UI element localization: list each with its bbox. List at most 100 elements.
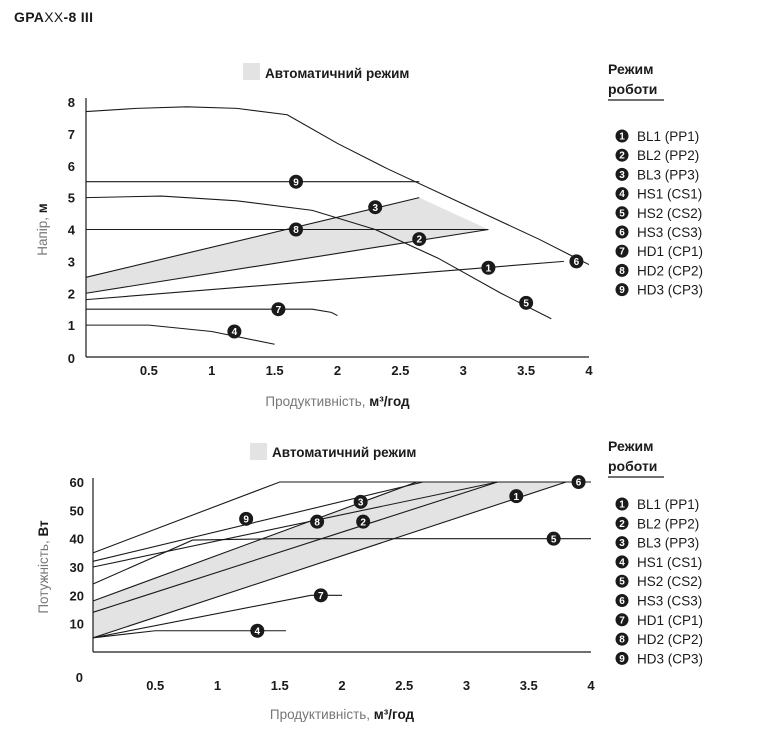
power-legend-label: HD2 (CP2) <box>637 632 703 647</box>
power-marker-circle <box>313 588 328 603</box>
head-auto-swatch <box>243 63 260 80</box>
power-legend-item-8: 8 HD2 (CP2) <box>615 632 703 647</box>
head-series-line-5 <box>85 195 552 320</box>
page-title: GPAXX-8 III <box>14 9 93 25</box>
power-auto-label: Автоматичний режим <box>272 445 416 460</box>
head-legend-marker-number: 1 <box>619 132 625 143</box>
head-series-marker-1: 1 <box>481 260 496 275</box>
power-series-marker-9: 9 <box>239 511 254 526</box>
power-y-axis-unit: Вт <box>36 520 51 537</box>
title-bold: GPA <box>14 9 45 25</box>
power-xtick-label: 2 <box>338 678 345 693</box>
power-marker-circle <box>356 514 371 529</box>
head-legend-label: HS2 (CS2) <box>637 206 702 221</box>
head-legend-marker <box>615 263 629 277</box>
head-y-axis-title-text: Напір, <box>35 213 50 256</box>
head-legend-marker-number: 7 <box>619 247 625 258</box>
power-marker-number: 4 <box>255 626 261 637</box>
power-legend-label: BL3 (PP3) <box>637 536 699 551</box>
head-legend-marker-number: 9 <box>619 285 625 296</box>
head-legend-marker-number: 2 <box>619 151 625 162</box>
power-series-line-8 <box>92 481 498 568</box>
head-marker-circle <box>569 254 584 269</box>
head-legend-label: HD3 (CP3) <box>637 283 703 298</box>
power-marker-number: 7 <box>318 591 324 602</box>
power-xtick-label: 3.5 <box>520 678 538 693</box>
head-series-marker-5: 5 <box>519 295 534 310</box>
head-series-line-4 <box>86 324 275 345</box>
power-marker-circle <box>310 514 325 529</box>
head-auto-label: Автоматичний режим <box>265 66 409 81</box>
power-series-line-6 <box>92 481 591 554</box>
head-x-axis-title: Продуктивність, м³/год <box>265 394 410 409</box>
head-marker-circle <box>271 302 286 317</box>
head-marker-number: 6 <box>574 257 580 268</box>
power-legend-marker-number: 2 <box>619 519 625 530</box>
head-marker-number: 9 <box>293 177 299 188</box>
head-legend-marker <box>615 225 629 239</box>
power-series-marker-3: 3 <box>353 494 368 509</box>
head-ytick-label: 5 <box>68 191 75 206</box>
head-xtick-label: 1 <box>208 363 215 378</box>
head-legend-marker-number: 4 <box>619 189 625 200</box>
power-marker-number: 8 <box>314 517 320 528</box>
power-xtick-label: 1.5 <box>271 678 289 693</box>
power-xtick-label: 4 <box>587 678 595 693</box>
head-series-marker-7: 7 <box>271 302 286 317</box>
power-series-marker-7: 7 <box>313 588 328 603</box>
head-ytick-label: 0 <box>68 351 75 366</box>
power-chart: 0.5 1 1.5 2 2.5 3 3.5 40102030405060123456789Ав… <box>36 438 703 722</box>
head-marker-number: 8 <box>293 225 299 236</box>
head-series-marker-8: 8 <box>289 222 304 237</box>
head-xtick-label: 3 <box>460 363 467 378</box>
head-ytick-label: 7 <box>68 127 75 142</box>
head-legend-item-7: 7 HD1 (CP1) <box>615 244 703 259</box>
head-marker-circle <box>412 232 427 247</box>
power-xtick-label: 0.5 <box>146 678 164 693</box>
head-legend-item-9: 9 HD3 (CP3) <box>615 283 703 298</box>
power-marker-number: 1 <box>514 492 520 503</box>
power-legend: Режим роботи 1 BL1 (PP1) 2 BL2 (PP2) 3 BL3 (PP3… <box>608 438 703 666</box>
head-legend-marker <box>615 148 629 162</box>
power-legend-label: BL2 (PP2) <box>637 516 699 531</box>
power-legend-label: HS2 (CS2) <box>637 574 702 589</box>
head-xtick-label: 1.5 <box>266 363 284 378</box>
power-series-marker-6: 6 <box>571 475 586 489</box>
head-series-marker-6: 6 <box>569 254 584 269</box>
head-marker-number: 2 <box>416 235 422 246</box>
power-marker-number: 9 <box>243 514 249 525</box>
power-legend-marker <box>615 536 629 550</box>
power-legend-marker-number: 3 <box>619 538 625 549</box>
power-legend-marker <box>615 651 629 665</box>
power-legend-item-2: 2 BL2 (PP2) <box>615 516 699 531</box>
power-legend-marker-number: 4 <box>619 557 625 568</box>
head-marker-circle <box>227 324 242 339</box>
head-series-marker-4: 4 <box>227 324 242 339</box>
power-ytick-label: 30 <box>70 560 84 575</box>
head-legend-label: BL2 (PP2) <box>637 148 699 163</box>
head-legend-marker-number: 5 <box>619 208 625 219</box>
head-marker-number: 5 <box>523 298 529 309</box>
head-legend-item-1: 1 BL1 (PP1) <box>615 129 699 144</box>
head-ytick-label: 8 <box>68 95 75 110</box>
power-series-line-2 <box>92 481 498 613</box>
power-ytick-label: 60 <box>70 475 84 490</box>
head-legend-header: роботи <box>608 81 657 97</box>
power-legend-marker-number: 5 <box>619 577 625 588</box>
power-y-axis-title: Потужність, Вт <box>36 520 51 614</box>
power-legend-marker-number: 1 <box>619 500 625 511</box>
head-legend-item-4: 4 HS1 (CS1) <box>615 187 702 202</box>
head-xtick-label: 0.5 <box>140 363 158 378</box>
power-marker-circle <box>353 494 368 509</box>
head-series-marker-2: 2 <box>412 232 427 247</box>
head-legend-label: HD1 (CP1) <box>637 244 703 259</box>
power-legend-item-6: 6 HS3 (CS3) <box>615 594 702 609</box>
head-ytick-label: 4 <box>68 223 76 238</box>
power-legend-label: HD3 (CP3) <box>637 651 703 666</box>
head-ytick-label: 6 <box>68 159 75 174</box>
power-marker-circle <box>571 475 586 489</box>
power-legend-marker <box>615 613 629 627</box>
head-legend-item-3: 3 BL3 (PP3) <box>615 167 699 182</box>
head-legend-marker <box>615 283 629 297</box>
power-legend-marker-number: 6 <box>619 596 625 607</box>
